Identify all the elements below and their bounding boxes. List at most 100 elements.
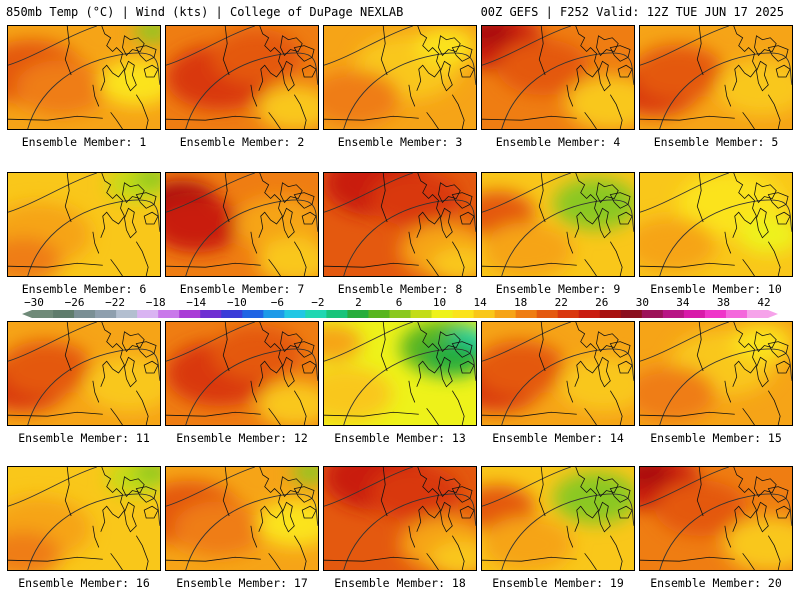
height-contour (185, 348, 318, 425)
coastline (282, 207, 295, 239)
coastline (574, 173, 599, 238)
coastline (135, 192, 157, 209)
colorbar-swatch (389, 310, 411, 318)
coastline (124, 356, 137, 388)
coastline (696, 467, 704, 517)
colorbar-swatch (32, 310, 54, 318)
coastline (380, 26, 388, 76)
colorbar: −30 −26 −22 −18 −14 −10 −6 −2 2 6 10 14 18 22 26 30 34 38… (0, 296, 800, 320)
colorbar-swatch (620, 310, 643, 318)
coastline (440, 356, 453, 388)
temperature-region (482, 26, 513, 46)
coastline (293, 241, 307, 276)
temperature-field (8, 322, 160, 425)
coastline (258, 467, 283, 532)
coastline (566, 231, 574, 254)
coastline (609, 341, 631, 358)
coastline (451, 45, 473, 62)
ensemble-member-map (7, 466, 161, 571)
colorbar-swatch (284, 310, 306, 318)
temperature-field (640, 467, 792, 570)
temperature-region (430, 247, 476, 276)
coastline (301, 211, 317, 225)
coastline (222, 173, 230, 223)
ensemble-member-map (639, 466, 793, 571)
coastline (416, 322, 441, 387)
ensemble-member-label: Ensemble Member: 9 (495, 282, 621, 296)
coastline (416, 467, 441, 532)
coastline (767, 192, 789, 209)
temperature-field (640, 322, 792, 425)
coastline (767, 486, 789, 503)
coastline (293, 45, 315, 62)
coastline (767, 341, 789, 358)
coastline (143, 211, 159, 225)
colorbar-swatch (116, 310, 138, 318)
height-contour (482, 322, 571, 362)
ensemble-member-map (165, 172, 319, 277)
coastline (584, 259, 597, 276)
temperature-region (134, 26, 160, 43)
height-contour (185, 199, 318, 276)
height-contour (8, 467, 97, 507)
ensemble-member-label: Ensemble Member: 19 (492, 576, 624, 590)
temperature-region (497, 39, 589, 96)
height-contour (185, 52, 318, 129)
ensemble-member-map (639, 321, 793, 426)
coastline (775, 211, 791, 225)
temperature-field (166, 26, 318, 129)
temperature-region (292, 467, 318, 484)
height-contour (27, 199, 160, 276)
coastline (617, 64, 633, 78)
coastline (166, 262, 261, 268)
height-contour (640, 26, 729, 66)
temperature-field (640, 173, 792, 276)
coastline (640, 411, 735, 417)
ensemble-member-map (481, 172, 635, 277)
coastline (596, 331, 619, 353)
coastline (268, 553, 281, 570)
height-contour (185, 493, 318, 570)
colorbar-arrow-left (22, 310, 32, 318)
temperature-field (324, 173, 476, 276)
coastline (282, 356, 295, 388)
coastline (438, 476, 461, 498)
ensemble-member-label: Ensemble Member: 17 (176, 576, 308, 590)
coastline (566, 525, 574, 548)
ensemble-member-map (323, 172, 477, 277)
temperature-field (166, 173, 318, 276)
coastline (538, 173, 546, 223)
coastline (609, 486, 631, 503)
coastline (742, 259, 755, 276)
temperature-region (723, 516, 792, 570)
coastline (258, 26, 283, 91)
coastline (596, 182, 619, 204)
height-contour (482, 26, 571, 66)
height-contour (640, 467, 729, 507)
coastline (596, 35, 619, 57)
coastline (64, 26, 72, 76)
coastline (538, 467, 546, 517)
ensemble-member-map (323, 321, 477, 426)
height-contour (659, 199, 792, 276)
colorbar-swatch (578, 310, 601, 318)
coastline (609, 241, 623, 276)
temperature-region (211, 325, 303, 381)
coastline (122, 331, 145, 353)
coastline (380, 467, 388, 517)
colorbar-swatch (725, 310, 748, 318)
coastline (451, 390, 465, 425)
temperature-region (655, 480, 747, 537)
temperature-region (640, 44, 724, 101)
temperature-region (430, 541, 476, 570)
run-valid-time: 00Z GEFS | F252 Valid: 12Z TUE JUN 17 20… (480, 5, 784, 19)
coastline (482, 411, 577, 417)
coastline (451, 241, 465, 276)
ensemble-member-map (7, 321, 161, 426)
coastline (8, 262, 103, 268)
coastline (482, 262, 577, 268)
colorbar-swatch (536, 310, 559, 318)
colorbar-tick-label: −6 (270, 296, 284, 309)
coastline (459, 360, 475, 374)
temperature-region (640, 467, 671, 487)
